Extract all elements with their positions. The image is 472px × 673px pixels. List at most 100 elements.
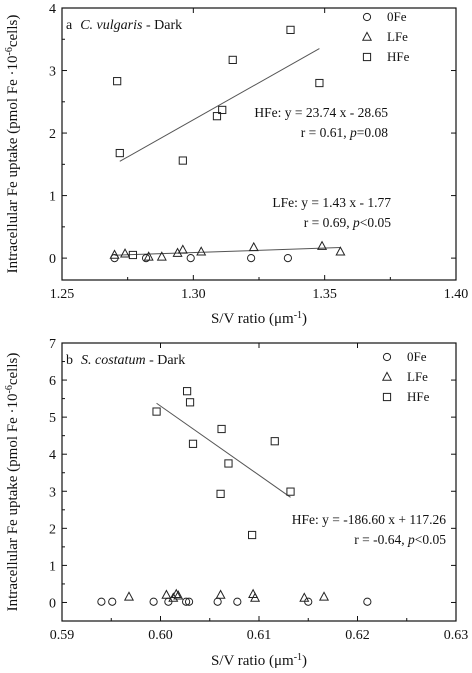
panel-a-fit-equation-lfe: LFe: y = 1.43 x - 1.77 xyxy=(272,195,391,210)
panel-b-y-tick-label: 6 xyxy=(49,374,56,389)
panel-a-point-lfe xyxy=(248,241,259,252)
panel-b-y-axis-title: Intracellular Fe uptake (pmol Fe ·10-6ce… xyxy=(4,353,22,612)
panel-a-point-hfe xyxy=(212,112,222,121)
panel-a-legend-label-lfe: LFe xyxy=(387,29,408,44)
panel-b-plot-frame xyxy=(61,342,457,622)
panel-b-fit-stats-hfe: r = -0.64, p<0.05 xyxy=(354,532,446,547)
panel-b-y-tick-label: 5 xyxy=(49,411,56,426)
panel-b-point-hfe xyxy=(248,530,257,540)
panel-b-point-hfe xyxy=(185,398,195,407)
panel-a-x-tick-label: 1.35 xyxy=(312,287,337,302)
panel-b-legend-marker-0fe xyxy=(382,352,392,362)
panel-b-point-hfe xyxy=(188,439,198,448)
panel-b-point-hfe xyxy=(286,487,295,496)
panel-b-point-0fe xyxy=(97,597,106,606)
panel-a-title-suffix: - Dark xyxy=(142,18,182,33)
panel-a-title: a C. vulgaris - Dark xyxy=(66,18,182,33)
panel-a-fit-line-hfe xyxy=(119,48,320,162)
panel-a-point-lfe xyxy=(109,249,120,259)
panel-b-point-lfe xyxy=(123,591,135,601)
panel-b-point-0fe xyxy=(184,597,194,606)
panel-a-point-hfe xyxy=(286,25,295,34)
panel-a-y-tick-label: 3 xyxy=(49,65,56,80)
panel-a-point-lfe xyxy=(156,251,167,261)
panel-b-x-axis-title: S/V ratio (μm-1) xyxy=(211,652,307,670)
panel-a-point-hfe xyxy=(115,148,124,158)
panel-a-legend-label-hfe: HFe xyxy=(387,49,410,64)
panel-a-point-0fe xyxy=(247,254,256,263)
panel-b-y-tick-label: 7 xyxy=(49,337,56,352)
panel-b-x-tick-label: 0.59 xyxy=(50,628,75,643)
panel-a-x-tick-label: 1.30 xyxy=(181,287,206,302)
panel-a-legend-marker-0fe xyxy=(362,12,372,22)
panel-a-point-hfe xyxy=(128,250,138,260)
panel-a-legend-marker-hfe xyxy=(362,52,372,62)
panel-a-y-tick-label: 1 xyxy=(49,190,56,205)
panel-b-point-0fe xyxy=(149,597,158,606)
panel-a-point-0fe xyxy=(283,254,292,263)
panel-b-title: b S. costatum - Dark xyxy=(66,353,185,368)
panel-b-x-tick-label: 0.60 xyxy=(148,628,173,643)
panel-b-point-0fe xyxy=(164,597,173,606)
panel-b-point-0fe xyxy=(233,597,242,606)
panel-a-point-hfe xyxy=(113,77,122,86)
panel-b-point-hfe xyxy=(182,387,192,396)
panel-a-point-lfe xyxy=(120,248,131,258)
panel-a-point-lfe xyxy=(335,246,346,256)
panel-a-legend-marker-lfe xyxy=(361,31,373,41)
panel-a-point-0fe xyxy=(186,254,195,263)
panel-a-point-hfe xyxy=(178,156,187,165)
chart-panel-a: a C. vulgaris - Dark S/V ratio (μm-1) Int… xyxy=(4,2,469,327)
chart-panel-b: b S. costatum - Dark S/V ratio (μm-1) Int… xyxy=(4,337,469,669)
panel-b-x-tick-label: 0.62 xyxy=(345,628,370,643)
panel-b-point-hfe xyxy=(216,489,225,498)
panel-b-point-0fe xyxy=(182,597,191,606)
panel-b-fit-equation-hfe: HFe: y = -186.60 x + 117.26 xyxy=(292,512,446,527)
panel-a-y-tick-label: 4 xyxy=(49,2,56,17)
panel-a-legend-label-0fe: 0Fe xyxy=(387,9,407,24)
panel-b-y-tick-label: 4 xyxy=(49,448,56,463)
panel-b-y-tick-label: 1 xyxy=(49,559,56,574)
panel-b-y-tick-label: 3 xyxy=(49,485,56,500)
panel-a-x-tick-label: 1.40 xyxy=(444,287,469,302)
panel-b-letter: b xyxy=(66,353,73,368)
panel-b-point-lfe xyxy=(173,590,184,600)
panel-a-letter: a xyxy=(66,18,73,33)
panel-a-fit-equation-hfe: HFe: y = 23.74 x - 28.65 xyxy=(254,105,388,120)
panel-a-point-hfe xyxy=(315,78,324,88)
panel-b-fit-line-hfe xyxy=(156,402,291,498)
panel-a-point-lfe xyxy=(172,247,183,257)
panel-b-point-lfe xyxy=(250,592,261,602)
panel-a-y-tick-label: 2 xyxy=(49,127,56,142)
panel-b-legend-label-lfe: LFe xyxy=(407,369,428,384)
panel-b-point-0fe xyxy=(304,597,313,606)
panel-b-point-0fe xyxy=(213,597,222,606)
panel-b-point-lfe xyxy=(299,592,310,602)
panel-b-point-0fe xyxy=(108,597,117,606)
panel-a-fit-line-lfe xyxy=(114,247,341,256)
panel-b-point-0fe xyxy=(363,597,372,606)
panel-a-fit-stats-lfe: r = 0.69, p<0.05 xyxy=(304,215,391,230)
panel-b-y-tick-label: 2 xyxy=(49,522,56,537)
panel-a-y-tick-label: 0 xyxy=(49,252,56,267)
panel-b-point-hfe xyxy=(270,437,279,446)
panel-b-title-suffix: - Dark xyxy=(146,353,186,368)
panel-b-x-tick-label: 0.61 xyxy=(247,628,272,643)
panel-b-point-lfe xyxy=(318,591,330,601)
panel-b-point-hfe xyxy=(224,459,233,468)
panel-a-point-lfe xyxy=(177,244,188,254)
panel-b-y-tick-label: 0 xyxy=(49,596,56,611)
panel-a-point-lfe xyxy=(317,240,328,250)
panel-a-y-axis-title: Intracellular Fe uptake (pmol Fe ·10-6ce… xyxy=(4,15,22,274)
panel-b-point-lfe xyxy=(215,589,226,599)
panel-a-point-lfe xyxy=(196,246,207,256)
panel-a-point-hfe xyxy=(218,105,227,115)
panel-b-point-hfe xyxy=(152,407,161,416)
panel-a-point-hfe xyxy=(228,55,237,64)
panel-b-point-hfe xyxy=(217,424,226,434)
panel-a-x-axis-title: S/V ratio (μm-1) xyxy=(211,310,307,328)
panel-a-species: C. vulgaris xyxy=(80,18,143,33)
panel-b-legend-label-hfe: HFe xyxy=(407,389,430,404)
panel-b-legend-marker-hfe xyxy=(382,392,392,402)
